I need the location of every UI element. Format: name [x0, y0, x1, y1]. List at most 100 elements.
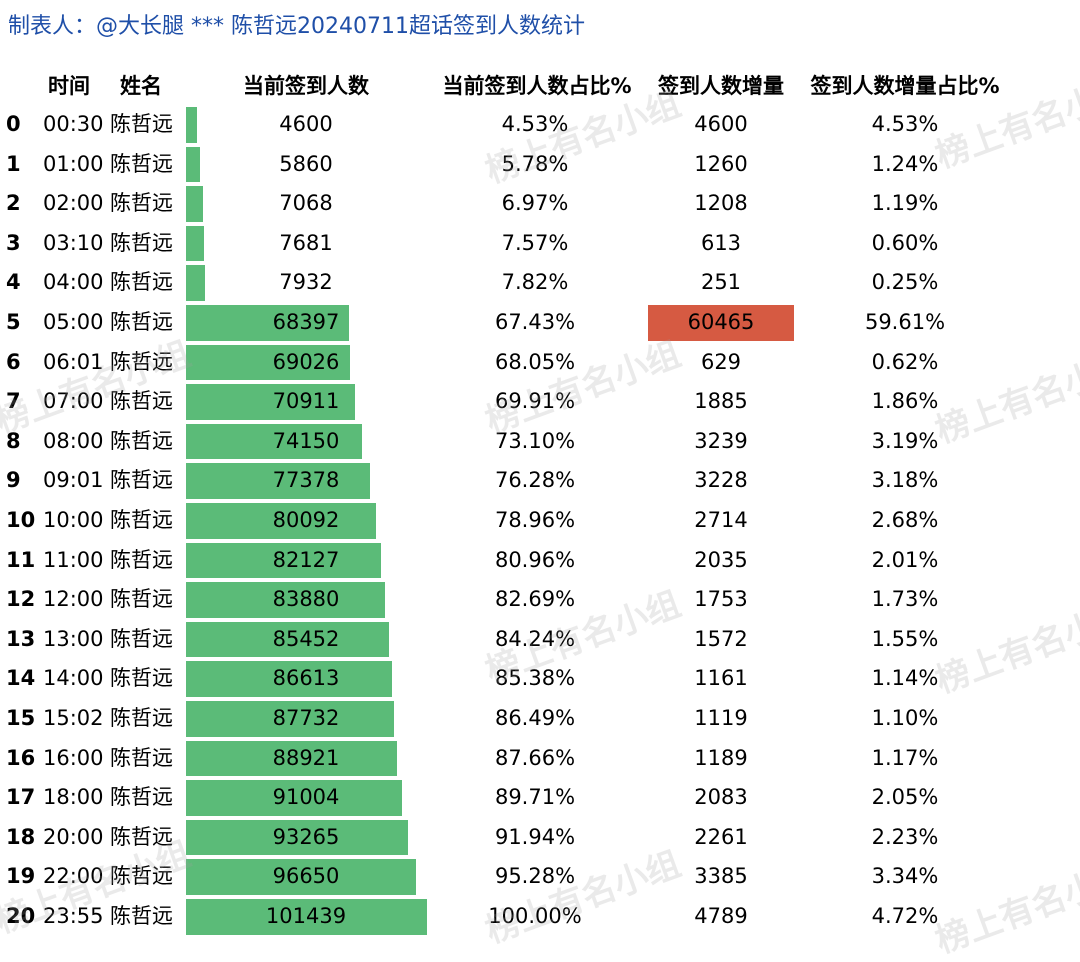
header-increase-pct: 签到人数增量占比% [810, 74, 1000, 98]
table-row: 12 12:00 陈哲远 83880 82.69% 1753 1.73% [0, 580, 1080, 620]
row-name: 陈哲远 [110, 230, 173, 255]
row-name: 陈哲远 [110, 626, 173, 651]
row-count-pct: 73.10% [494, 428, 576, 453]
row-time: 13:00 [43, 626, 104, 651]
row-increase-pct: 1.73% [871, 587, 939, 612]
row-count: 80092 [272, 508, 340, 532]
row-index: 11 [6, 547, 36, 572]
table-row: 13 13:00 陈哲远 85452 84.24% 1572 1.55% [0, 620, 1080, 660]
row-count: 7068 [279, 191, 333, 216]
row-count: 70911 [272, 389, 340, 414]
row-increase-pct: 59.61% [864, 310, 946, 334]
row-increase-pct: 1.17% [871, 745, 939, 770]
row-increase-pct: 1.86% [871, 389, 939, 414]
row-index: 17 [6, 785, 36, 810]
count-bar [186, 186, 203, 222]
table-row: 18 20:00 陈哲远 93265 91.94% 2261 2.23% [0, 818, 1080, 858]
row-time: 08:00 [43, 428, 104, 453]
row-time: 02:00 [43, 191, 104, 216]
count-bar [186, 463, 370, 499]
row-increase-pct: 3.34% [871, 864, 939, 889]
table-row: 6 06:01 陈哲远 69026 68.05% 629 0.62% [0, 343, 1080, 383]
row-count-pct: 78.96% [494, 508, 576, 532]
row-time: 01:00 [43, 151, 104, 176]
row-count-pct: 85.38% [494, 666, 576, 691]
row-index: 1 [6, 151, 21, 176]
row-increase: 613 [700, 230, 742, 255]
row-count: 7932 [279, 270, 333, 295]
row-increase: 1260 [694, 151, 748, 176]
row-time: 23:55 [43, 904, 104, 928]
row-count: 86613 [272, 666, 340, 691]
row-name: 陈哲远 [110, 508, 173, 532]
row-index: 6 [6, 349, 21, 374]
row-count-pct: 69.91% [494, 389, 576, 414]
row-index: 18 [6, 824, 36, 849]
row-count: 69026 [272, 349, 340, 374]
row-increase-pct: 3.18% [871, 468, 939, 493]
table-row: 7 07:00 陈哲远 70911 69.91% 1885 1.86% [0, 382, 1080, 422]
row-name: 陈哲远 [110, 468, 173, 493]
table-row: 4 04:00 陈哲远 7932 7.82% 251 0.25% [0, 263, 1080, 303]
row-time: 18:00 [43, 785, 104, 810]
header-count-pct: 当前签到人数占比% [442, 74, 632, 98]
table-row: 14 14:00 陈哲远 86613 85.38% 1161 1.14% [0, 659, 1080, 699]
row-count-pct: 67.43% [494, 310, 576, 334]
row-name: 陈哲远 [110, 785, 173, 810]
row-increase-pct: 1.19% [871, 191, 939, 216]
row-increase: 1119 [694, 706, 748, 730]
table-row: 5 05:00 陈哲远 68397 67.43% 60465 59.61% [0, 303, 1080, 343]
row-increase-pct: 3.19% [871, 428, 939, 453]
row-increase-pct: 0.62% [871, 349, 939, 374]
row-index: 8 [6, 428, 21, 453]
row-increase-pct: 2.01% [871, 547, 939, 572]
row-count-pct: 4.53% [501, 112, 569, 136]
row-name: 陈哲远 [110, 587, 173, 612]
row-increase: 1161 [694, 666, 748, 691]
row-time: 03:10 [43, 230, 104, 255]
row-index: 7 [6, 389, 21, 414]
row-index: 16 [6, 745, 36, 770]
row-increase-pct: 4.53% [871, 112, 939, 136]
row-index: 0 [6, 112, 21, 136]
row-name: 陈哲远 [110, 706, 173, 730]
row-increase-pct: 1.55% [871, 626, 939, 651]
row-increase: 2035 [694, 547, 748, 572]
count-bar [186, 701, 395, 737]
row-increase-pct: 1.10% [871, 706, 939, 730]
count-bar [186, 384, 355, 420]
row-name: 陈哲远 [110, 151, 173, 176]
row-increase-pct: 2.23% [871, 824, 939, 849]
row-count-pct: 84.24% [494, 626, 576, 651]
row-increase: 3385 [694, 864, 748, 889]
count-bar [186, 265, 205, 301]
row-increase: 3239 [694, 428, 748, 453]
row-time: 15:02 [43, 706, 104, 730]
row-count: 68397 [272, 310, 340, 334]
row-index: 5 [6, 310, 21, 334]
row-index: 3 [6, 230, 21, 255]
header-increase: 签到人数增量 [658, 74, 784, 98]
table-row: 16 16:00 陈哲远 88921 87.66% 1189 1.17% [0, 739, 1080, 779]
row-count: 88921 [272, 745, 340, 770]
row-index: 12 [6, 587, 36, 612]
row-name: 陈哲远 [110, 428, 173, 453]
row-increase: 4600 [694, 112, 748, 136]
row-count: 85452 [272, 626, 340, 651]
count-bar [186, 107, 197, 143]
table-row: 20 23:55 陈哲远 101439 100.00% 4789 4.72% [0, 897, 1080, 937]
count-bar [186, 344, 350, 381]
row-time: 05:00 [43, 310, 104, 334]
row-count-pct: 87.66% [494, 745, 576, 770]
row-count: 87732 [272, 706, 340, 730]
row-increase: 629 [700, 349, 742, 374]
row-time: 12:00 [43, 587, 104, 612]
row-count-pct: 68.05% [494, 349, 576, 374]
row-name: 陈哲远 [110, 864, 173, 889]
row-index: 15 [6, 706, 36, 730]
row-index: 10 [6, 508, 36, 532]
row-name: 陈哲远 [110, 904, 173, 928]
table-row: 17 18:00 陈哲远 91004 89.71% 2083 2.05% [0, 778, 1080, 818]
row-time: 20:00 [43, 824, 104, 849]
row-count-pct: 6.97% [501, 191, 569, 216]
